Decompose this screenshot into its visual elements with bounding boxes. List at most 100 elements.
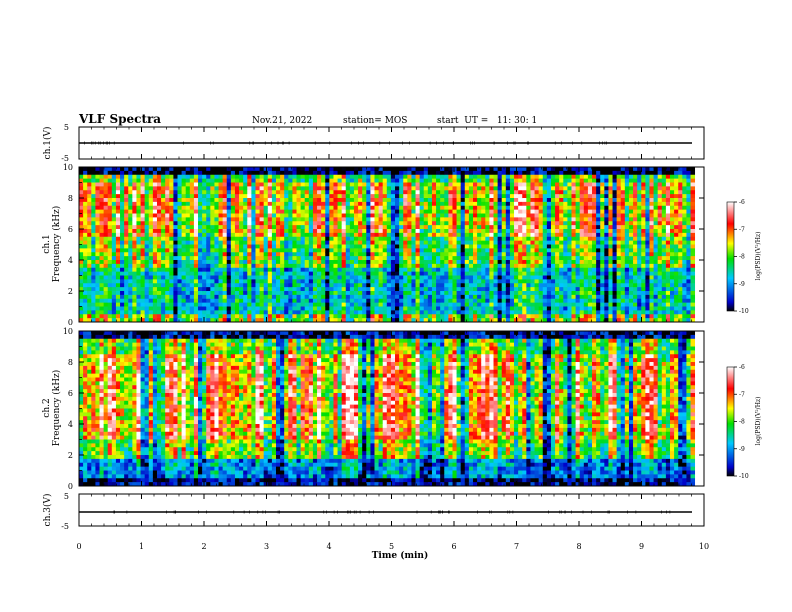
spectrogram-cell [304,275,310,280]
spectrogram-cell [436,174,441,180]
spectrogram-cell [456,194,462,199]
spectrogram-cell [111,256,117,261]
spectrogram-cell [366,178,371,183]
spectrogram-cell [87,302,92,307]
spectrogram-cell [259,302,265,307]
spectrogram-cell [575,314,581,319]
spectrogram-cell [99,213,105,218]
spectrogram-cell [321,225,326,230]
spectrogram-cell [115,252,121,257]
spectrogram-cell [538,294,544,300]
spectrogram-cell [271,279,277,284]
spectrogram-cell [189,260,195,265]
spectrogram-cell [243,267,248,273]
spectrogram-cell [546,302,552,307]
spectrogram-cell [300,198,306,203]
spectrogram-cell [312,182,318,187]
spectrogram-cell [464,318,470,323]
spectrogram-cell [124,260,129,265]
spectrogram-cell [259,198,265,203]
spectrogram-cell [403,283,408,288]
spectrogram-cell [79,260,84,265]
spectrogram-cell [132,287,137,292]
spectrogram-cell [136,263,141,269]
spectrogram-cell [345,306,351,311]
spectrogram-cell [530,306,535,311]
spectrogram-cell [353,283,359,288]
spectrogram-cell [509,283,515,288]
spectrogram-cell [267,190,273,195]
spectrogram-cell [144,252,150,257]
spectrogram-cell [304,205,310,211]
spectrogram-cell [173,306,178,311]
spectrogram-cell [132,263,137,269]
spectrogram-cell [395,263,400,269]
spectrogram-cell [193,267,199,273]
spectrogram-cell [234,217,240,222]
spectrogram-cell [218,279,224,284]
spectrogram-cell [120,310,125,315]
spectrogram-cell [341,167,347,172]
spectrogram-cell [526,236,531,242]
spectrogram-cell [317,271,322,276]
spectrogram-cell [202,186,207,191]
spectrogram-cell [152,263,158,269]
spectrogram-cell [505,201,511,207]
spectrogram-cell [444,236,449,242]
spectrogram-cell [173,298,178,304]
spectrogram-cell [251,260,256,265]
spectrogram-cell [152,267,158,273]
spectrogram-cell [95,174,100,180]
spectrogram-cell [79,205,84,211]
spectrogram-cell [243,275,248,280]
spectrogram-cell [427,217,433,222]
spectrogram-cell [370,221,375,226]
spectrogram-cell [222,205,228,211]
spectrogram-cell [210,217,215,222]
spectrogram-cell [308,209,314,214]
spectrogram-cell [255,198,260,203]
spectrogram-cell [460,248,466,253]
spectrogram-cell [202,229,207,234]
spectrogram-cell [353,244,359,249]
spectrogram-cell [292,298,297,304]
spectrogram-cell [497,240,503,245]
spectrogram-cell [276,190,281,195]
spectrogram-cell [362,260,367,265]
spectrogram-cell [366,194,371,199]
spectrogram-cell [140,229,146,234]
spectrogram-cell [87,298,92,304]
spectrogram-cell [423,229,429,234]
spectrogram-cell [538,248,544,253]
spectrogram-cell [522,287,527,292]
spectrogram-cell [349,271,355,276]
spectrogram-cell [411,271,416,276]
spectrogram-cell [341,263,347,269]
spectrogram-cell [280,217,285,222]
spectrogram-cell [341,190,347,195]
spectrogram-cell [489,279,494,284]
spectrogram-cell [563,248,568,253]
spectrogram-cell [501,267,507,273]
spectrogram-cell [444,225,449,230]
spectrogram-cell [444,318,449,323]
spectrogram-cell [358,229,363,234]
spectrogram-cell [79,213,84,218]
spectrogram-cell [522,252,527,257]
spectrogram-cell [337,267,343,273]
spectrogram-cell [284,217,289,222]
spectrogram-cell [481,221,486,226]
spectrogram-cell [464,174,470,180]
spectrogram-cell [567,302,572,307]
spectrogram-cell [230,209,236,214]
spectrogram-cell [505,240,511,245]
spectrogram-cell [87,167,92,172]
spectrogram-cell [362,310,367,315]
spectrogram-cell [79,287,84,292]
spectrogram-cell [136,209,141,214]
spectrogram-cell [362,306,367,311]
spectrogram-cell [239,279,244,284]
spectrogram-cell [579,244,585,249]
spectrogram-cell [267,244,273,249]
spectrogram-cell [226,244,232,249]
